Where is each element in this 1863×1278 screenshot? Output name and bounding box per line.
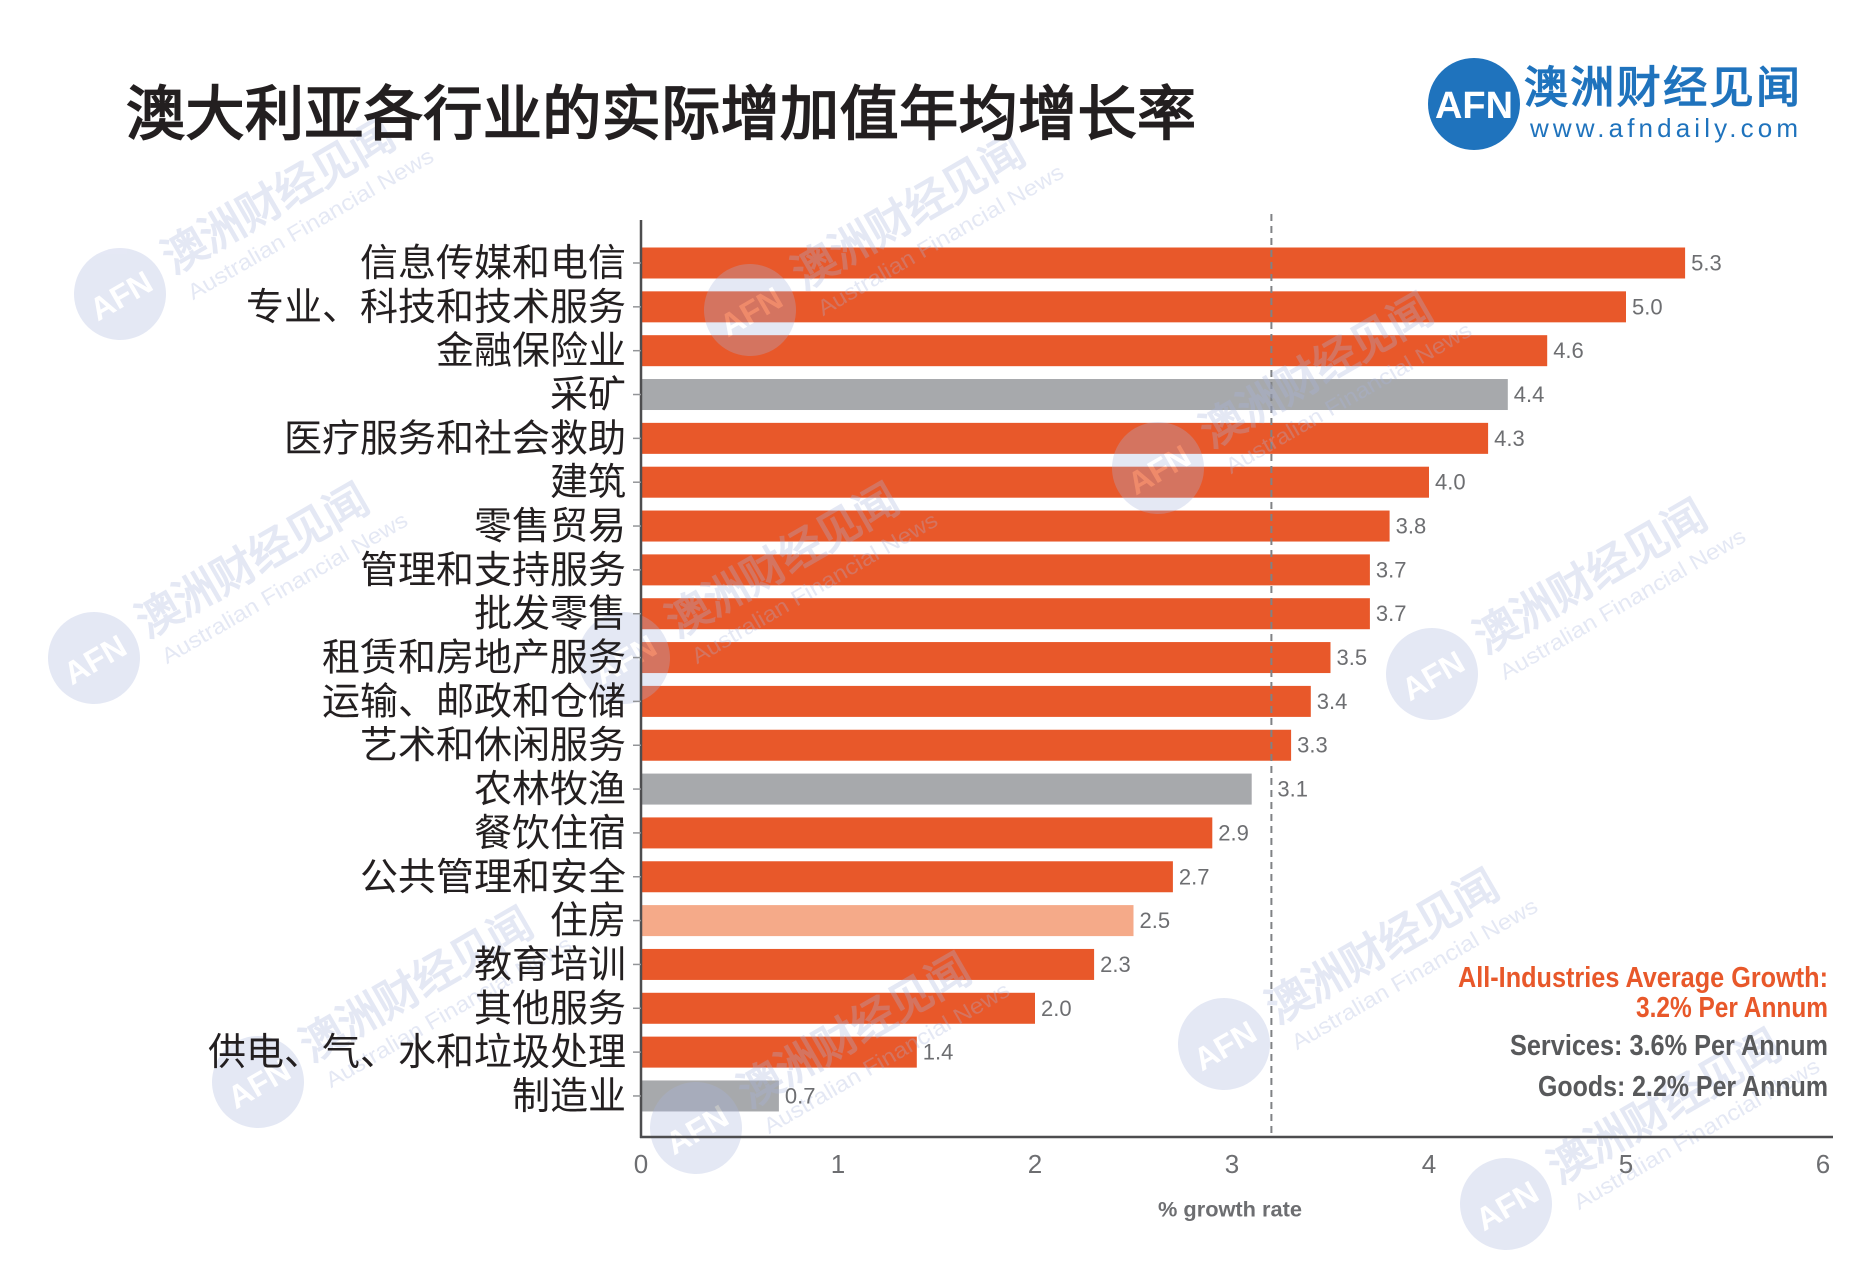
value-label: 4.4 [1514, 382, 1545, 407]
category-label: 运输、邮政和仓储 [322, 679, 626, 723]
category-label: 其他服务 [474, 986, 626, 1030]
bar-20 [641, 1080, 779, 1112]
x-tick-label: 5 [1619, 1149, 1633, 1179]
category-label: 信息传媒和电信 [360, 241, 626, 285]
summary-services: Services: 3.6% Per Annum [1510, 1030, 1828, 1062]
category-label: 批发零售 [474, 592, 626, 636]
summary-goods: Goods: 2.2% Per Annum [1538, 1071, 1828, 1103]
value-label: 5.3 [1691, 251, 1722, 276]
watermark-logo-circle [650, 1082, 742, 1174]
bar-18 [641, 992, 1035, 1024]
bar-7 [641, 510, 1390, 542]
value-label: 2.5 [1140, 908, 1171, 933]
bar-17 [641, 948, 1095, 980]
x-tick-label: 3 [1225, 1149, 1239, 1179]
bar-3 [641, 335, 1548, 367]
bar-15 [641, 861, 1173, 893]
x-tick-label: 6 [1816, 1149, 1830, 1179]
bar-5 [641, 422, 1489, 454]
bar-10 [641, 642, 1331, 674]
value-label: 3.5 [1337, 645, 1368, 670]
value-label: 3.7 [1376, 601, 1407, 626]
category-label: 零售贸易 [474, 504, 626, 548]
category-label: 专业、科技和技术服务 [246, 285, 626, 329]
value-label: 5.0 [1632, 294, 1663, 319]
category-label: 艺术和休闲服务 [360, 723, 626, 767]
category-label: 供电、气、水和垃圾处理 [208, 1030, 626, 1074]
watermark-logo-circle [74, 248, 166, 340]
watermark-logo-circle [1386, 628, 1478, 720]
watermark-logo-circle [578, 612, 670, 704]
value-label: 3.4 [1317, 689, 1348, 714]
category-label: 管理和支持服务 [360, 548, 626, 592]
category-label: 金融保险业 [436, 329, 626, 373]
value-label: 2.7 [1179, 864, 1210, 889]
value-label: 3.7 [1376, 557, 1407, 582]
bar-8 [641, 554, 1370, 586]
x-tick-label: 4 [1422, 1149, 1436, 1179]
afn-logo-circle [1428, 58, 1520, 150]
x-axis-title: % growth rate [1158, 1199, 1302, 1222]
value-label: 3.3 [1297, 733, 1328, 758]
afn-logo: AFN 澳洲财经见闻 www.afndaily.com [1428, 58, 1800, 150]
afn-logo-url: www.afndaily.com [1529, 113, 1798, 143]
category-label: 餐饮住宿 [474, 811, 626, 855]
value-label: 0.7 [785, 1083, 816, 1108]
x-tick-label: 0 [634, 1149, 648, 1179]
watermark-logo-circle [704, 264, 796, 356]
x-tick-label: 1 [831, 1149, 845, 1179]
summary-average-value: 3.2% Per Annum [1636, 992, 1828, 1024]
bar-11 [641, 685, 1311, 717]
value-label: 2.9 [1218, 820, 1249, 845]
category-label: 建筑 [550, 460, 626, 504]
value-label: 3.8 [1396, 514, 1427, 539]
watermark-logo-circle [212, 1036, 304, 1128]
watermark-logo-circle [48, 612, 140, 704]
bar-19 [641, 1036, 917, 1068]
value-label: 3.1 [1277, 777, 1308, 802]
bar-16 [641, 905, 1134, 937]
summary-average-label: All-Industries Average Growth: [1458, 962, 1828, 994]
category-label: 公共管理和安全 [360, 855, 626, 899]
category-label: 教育培训 [474, 942, 626, 986]
bar-6 [641, 466, 1429, 498]
labels: 信息传媒和电信 5.3 专业、科技和技术服务 5.0 金融保险业 4.6 采矿 4.4 医疗服务… [208, 241, 1830, 1179]
chart-title: 澳大利亚各行业的实际增加值年均增长率 [126, 80, 1196, 149]
value-label: 2.0 [1041, 996, 1072, 1021]
category-label: 租赁和房地产服务 [322, 636, 626, 680]
axes [639, 220, 1833, 1139]
bar-1 [641, 247, 1686, 279]
x-tick-label: 2 [1028, 1149, 1042, 1179]
bar-9 [641, 598, 1370, 630]
category-label: 制造业 [512, 1074, 626, 1118]
bar-13 [641, 773, 1252, 805]
bar-4 [641, 379, 1508, 411]
category-label: 采矿 [550, 373, 626, 417]
watermark-logo-circle [1112, 422, 1204, 514]
value-label: 2.3 [1100, 952, 1131, 977]
bars [641, 247, 1686, 1112]
bar-12 [641, 729, 1292, 761]
value-label: 4.6 [1553, 338, 1584, 363]
value-label: 4.3 [1494, 426, 1525, 451]
category-label: 住房 [550, 899, 626, 943]
afn-logo-mark: AFN [1435, 85, 1513, 127]
value-label: 4.0 [1435, 470, 1466, 495]
value-label: 1.4 [923, 1040, 954, 1065]
category-label: 农林牧渔 [474, 767, 626, 811]
watermark-logo-circle [1178, 998, 1270, 1090]
bar-2 [641, 291, 1626, 323]
bar-14 [641, 817, 1213, 849]
growth-summary: All-Industries Average Growth: 3.2% Per … [1458, 962, 1828, 1103]
category-label: 医疗服务和社会救助 [284, 416, 626, 460]
watermark-logo-circle [1460, 1158, 1552, 1250]
